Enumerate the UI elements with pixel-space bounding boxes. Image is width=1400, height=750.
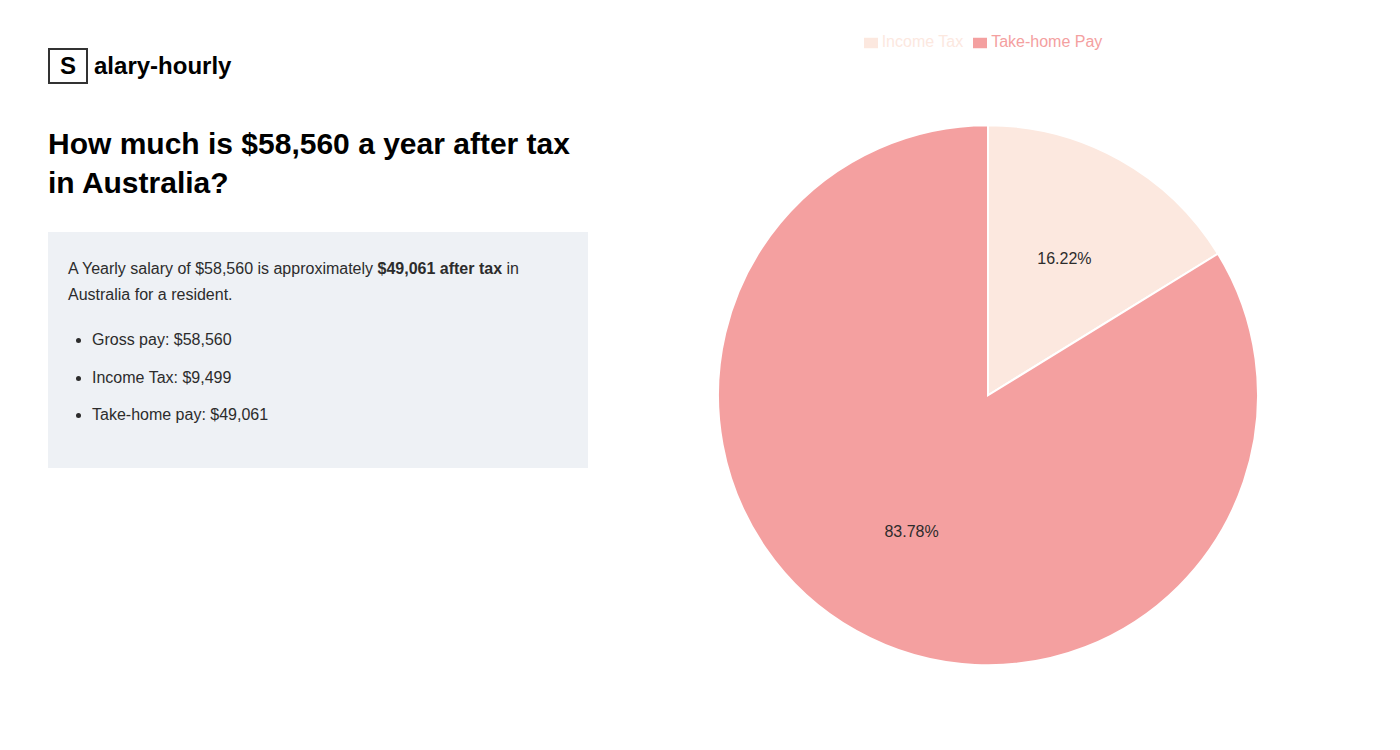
- html-text:Take-home Pay: Take-home Pay: [991, 33, 1103, 50]
- html-text:Gross pay: $58,560: Gross pay: $58,560: [92, 331, 232, 349]
- html-text:A Yearly salary of $58,560 is: A Yearly salary of $58,560 is approximat…: [68, 260, 519, 277]
- html-text:S: S: [60, 52, 76, 79]
- html-text:Take-home pay: $49,061: Take-home pay: $49,061: [92, 406, 269, 424]
- html-text:Australia for a resident.: Australia for a resident.: [68, 285, 233, 303]
- html-text:Income Tax: Income Tax: [881, 33, 964, 50]
- svg-text:16.22%: 16.22%: [1037, 250, 1091, 267]
- html-text:How much is $58,560 a year aft: How much is $58,560 a year after tax in …: [48, 127, 570, 199]
- html-text:Income Tax: $9,499: Income Tax: $9,499: [92, 368, 232, 386]
- html-text:alary-hourly: alary-hourly: [94, 52, 232, 79]
- svg-text:83.78%: 83.78%: [884, 523, 938, 540]
